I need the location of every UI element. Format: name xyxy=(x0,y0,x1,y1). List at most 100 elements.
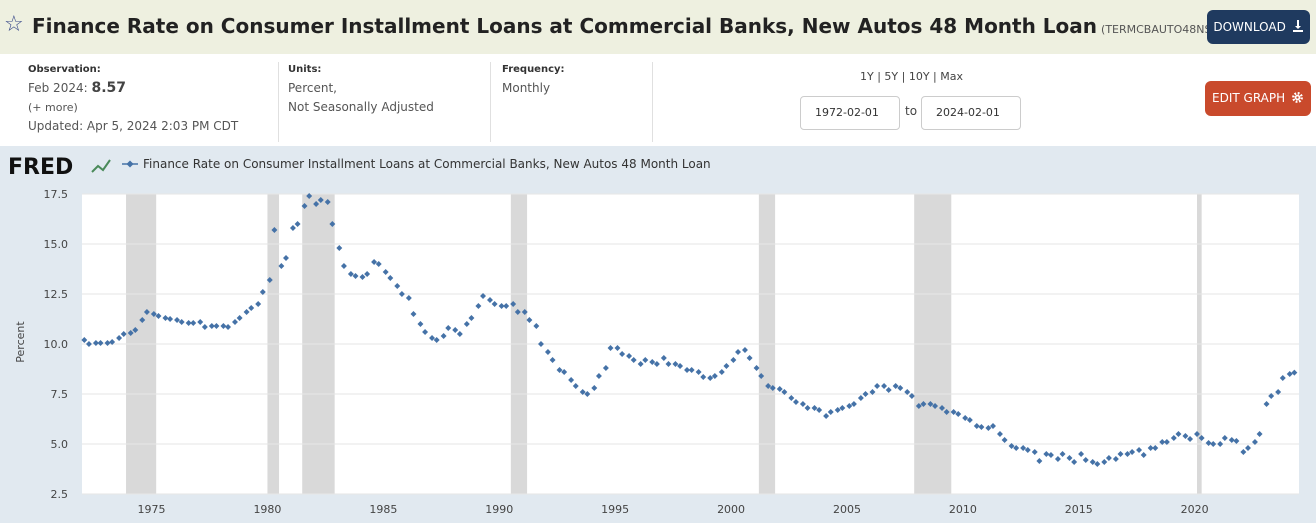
data-point xyxy=(804,405,811,411)
y-axis: 2.5 5.0 7.5 10.0 12.5 15.0 17.5 xyxy=(44,188,69,501)
data-point xyxy=(850,401,857,407)
data-point xyxy=(1159,439,1166,445)
range-1y[interactable]: 1Y xyxy=(860,70,874,83)
fred-logo-text: FRED xyxy=(8,155,73,180)
data-point xyxy=(1217,441,1224,447)
x-tick-label: 2010 xyxy=(949,503,977,516)
edit-graph-label: EDIT GRAPH xyxy=(1212,91,1286,105)
gear-icon xyxy=(1292,92,1303,103)
y-axis-label: Percent xyxy=(14,321,27,363)
data-point xyxy=(799,401,806,407)
data-point xyxy=(932,403,939,409)
data-point xyxy=(174,317,181,323)
legend-label: Finance Rate on Consumer Installment Loa… xyxy=(143,157,711,171)
legend: Finance Rate on Consumer Installment Loa… xyxy=(122,157,711,171)
observation-label: Observation: xyxy=(28,64,101,75)
range-10y[interactable]: 10Y xyxy=(908,70,930,83)
data-point xyxy=(939,405,945,411)
data-point xyxy=(382,269,389,275)
frequency-value: Monthly xyxy=(502,81,551,95)
data-point xyxy=(329,221,336,227)
data-point xyxy=(317,197,324,203)
data-point xyxy=(375,261,382,267)
y-tick-label: 2.5 xyxy=(51,488,69,501)
chart: FRED Finance Rate on Consumer Installmen… xyxy=(8,155,1299,516)
data-point xyxy=(811,405,818,411)
download-button[interactable]: DOWNLOAD xyxy=(1207,10,1310,44)
data-point xyxy=(294,221,301,227)
y-tick-label: 5.0 xyxy=(51,438,69,451)
data-point xyxy=(143,309,150,315)
data-point xyxy=(225,324,232,330)
start-date-input[interactable]: 1972-02-01 xyxy=(800,96,900,130)
series-title: Finance Rate on Consumer Installment Loa… xyxy=(32,14,1098,38)
data-point xyxy=(301,203,308,209)
more-link[interactable]: (+ more) xyxy=(28,101,78,114)
data-points xyxy=(81,193,1298,467)
download-label: DOWNLOAD xyxy=(1213,20,1286,34)
data-point xyxy=(1117,451,1124,457)
y-tick-label: 12.5 xyxy=(44,288,69,301)
y-tick-label: 17.5 xyxy=(44,188,69,201)
series-metadata: Observation: Feb 2024: 8.57 (+ more) Upd… xyxy=(0,54,1316,146)
data-point xyxy=(990,423,996,429)
range-5y[interactable]: 5Y xyxy=(884,70,899,83)
data-point xyxy=(1020,445,1027,451)
range-max[interactable]: Max xyxy=(940,70,964,83)
data-point xyxy=(1245,445,1251,451)
data-point xyxy=(283,255,289,261)
units-line2: Not Seasonally Adjusted xyxy=(288,100,434,114)
units-line1: Percent, xyxy=(288,81,337,95)
star-icon[interactable]: ☆ xyxy=(4,12,24,37)
data-point xyxy=(793,399,799,405)
data-point xyxy=(197,319,204,325)
to-label: to xyxy=(905,104,918,118)
data-point xyxy=(150,311,157,317)
data-point xyxy=(827,409,834,415)
data-point xyxy=(271,227,278,233)
data-point xyxy=(248,305,255,311)
data-point xyxy=(127,330,134,336)
data-point xyxy=(364,271,371,277)
observation-value: 8.57 xyxy=(91,80,127,96)
divider xyxy=(652,62,653,142)
data-point xyxy=(962,415,969,421)
divider xyxy=(278,62,279,142)
observation-block: Observation: Feb 2024: 8.57 (+ more) Upd… xyxy=(28,64,238,136)
units-block: Units: Percent, Not Seasonally Adjusted xyxy=(288,64,434,117)
x-tick-label: 1975 xyxy=(138,503,166,516)
legend-marker xyxy=(126,160,134,168)
x-tick-label: 1990 xyxy=(485,503,513,516)
data-point xyxy=(340,263,347,269)
data-point xyxy=(955,411,962,417)
y-tick-label: 7.5 xyxy=(51,388,69,401)
data-point xyxy=(371,259,378,265)
data-point xyxy=(352,273,359,279)
frequency-label: Frequency: xyxy=(502,64,565,75)
fred-logo-mark xyxy=(91,159,111,173)
graph-panel: FRED Finance Rate on Consumer Installmen… xyxy=(0,146,1316,523)
x-tick-label: 2020 xyxy=(1181,503,1209,516)
edit-graph-button[interactable]: EDIT GRAPH xyxy=(1205,81,1311,116)
data-point xyxy=(1089,459,1096,465)
divider xyxy=(490,62,491,142)
title-bar: ☆ Finance Rate on Consumer Installment L… xyxy=(0,0,1316,54)
x-tick-label: 1995 xyxy=(601,503,629,516)
data-point xyxy=(347,271,354,277)
page-title: Finance Rate on Consumer Installment Loa… xyxy=(32,14,1216,38)
data-point xyxy=(996,431,1003,437)
end-date-input[interactable]: 2024-02-01 xyxy=(921,96,1021,130)
data-point xyxy=(336,245,343,251)
data-point xyxy=(920,401,927,407)
data-point xyxy=(1013,445,1020,451)
data-point xyxy=(278,263,285,269)
y-tick-label: 15.0 xyxy=(44,238,69,251)
data-point xyxy=(324,199,331,205)
x-tick-label: 2015 xyxy=(1065,503,1093,516)
units-label: Units: xyxy=(288,64,322,75)
data-point xyxy=(167,316,174,322)
series-id: (TERMCBAUTO48NS) xyxy=(1101,23,1216,36)
x-axis: 1975 1980 1985 1990 1995 2000 2005 2010 2015 2020 xyxy=(138,503,1209,516)
range-selector: 1Y | 5Y | 10Y | Max xyxy=(860,70,964,83)
data-point xyxy=(1187,436,1194,442)
